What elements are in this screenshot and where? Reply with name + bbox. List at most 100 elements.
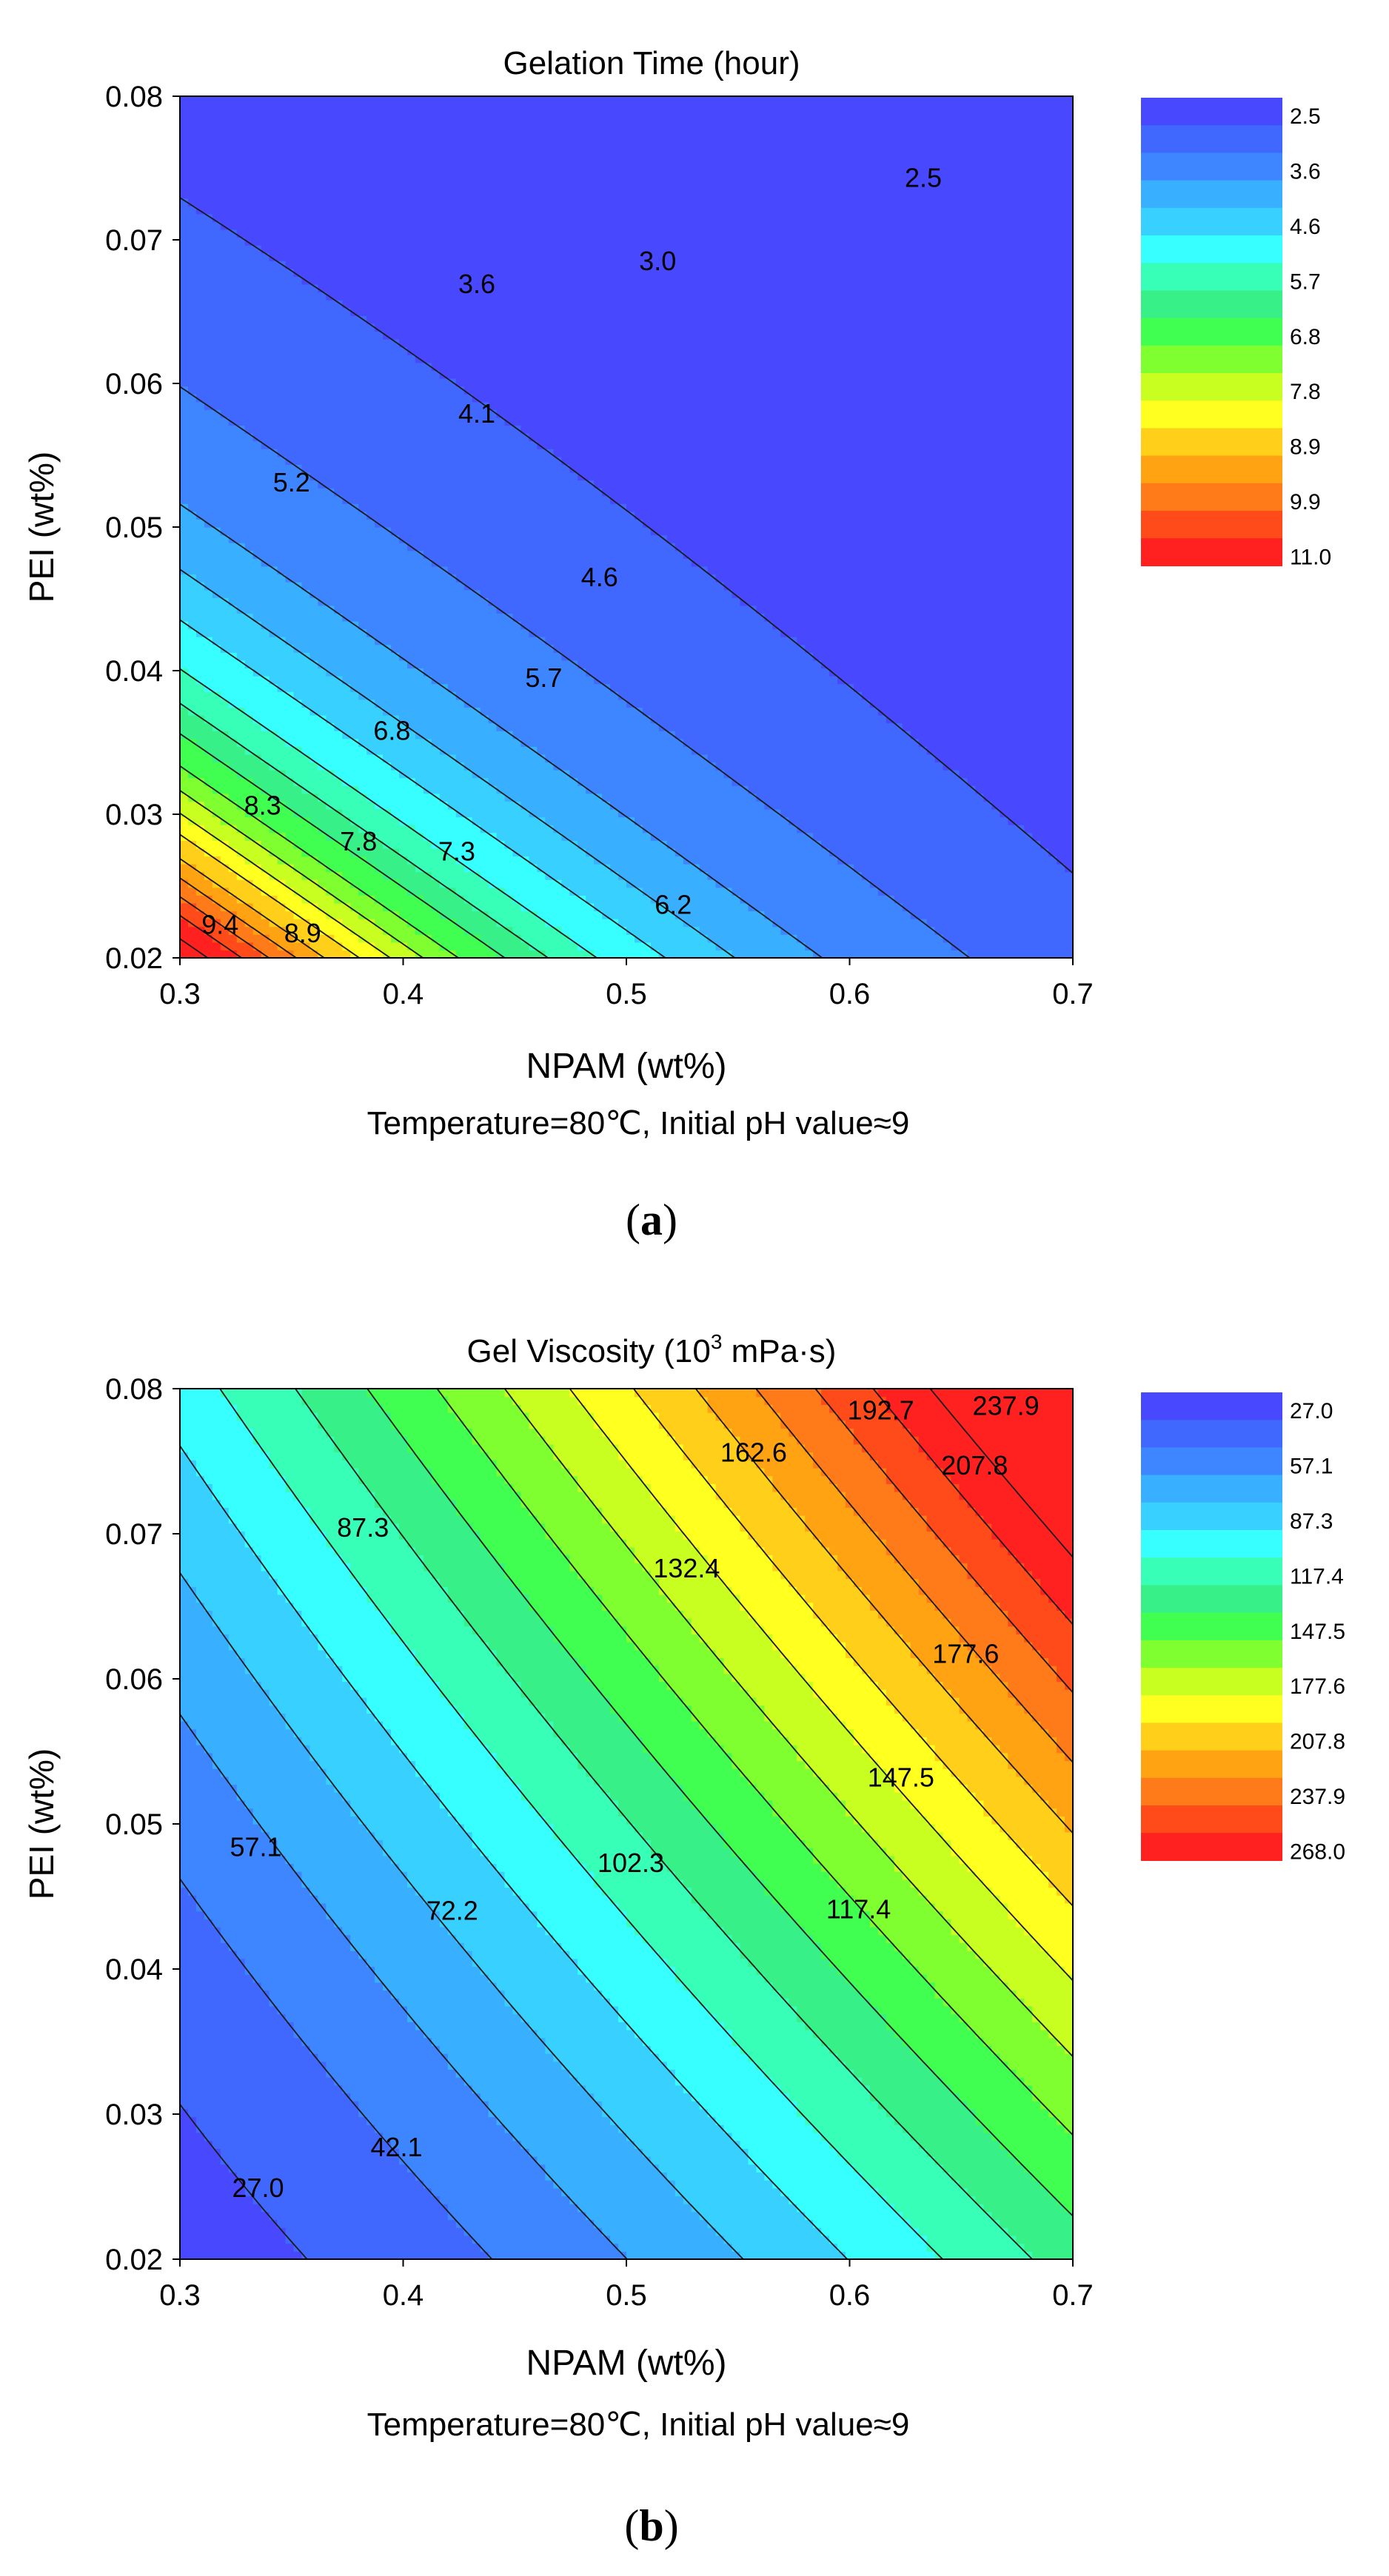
contour-band-cell <box>504 825 514 833</box>
contour-band-cell <box>886 825 895 833</box>
contour-band-cell <box>943 919 952 928</box>
contour-band-cell <box>480 770 489 779</box>
contour-band-cell <box>228 699 238 708</box>
contour-band-cell <box>431 620 441 630</box>
contour-band-cell <box>553 825 562 833</box>
contour-band-cell <box>569 825 578 833</box>
contour-band-cell <box>983 668 992 677</box>
contour-band-cell <box>512 816 522 825</box>
contour-band-cell <box>853 910 863 919</box>
contour-band-cell <box>496 691 506 700</box>
contour-band-cell <box>415 848 424 857</box>
contour-band-cell <box>805 887 814 896</box>
contour-band-cell <box>951 887 960 896</box>
contour-band-cell <box>569 676 578 685</box>
contour-band-cell <box>447 926 457 935</box>
contour-band-cell <box>1024 895 1033 904</box>
contour-band-cell <box>561 644 570 653</box>
contour-band-cell <box>732 864 741 873</box>
contour-band-cell <box>967 731 977 739</box>
contour-band-cell <box>447 605 457 614</box>
contour-band-cell <box>228 676 238 685</box>
contour-band-cell <box>569 699 578 708</box>
contour-band-cell <box>488 808 498 818</box>
contour-band-cell <box>269 754 278 763</box>
contour-band-cell <box>869 871 879 880</box>
contour-band-cell <box>821 699 830 708</box>
contour-band-cell <box>1065 801 1073 810</box>
contour-band-cell <box>480 840 489 849</box>
contour-band-cell <box>391 871 400 880</box>
contour-band-cell <box>399 864 408 873</box>
contour-band-cell <box>553 770 562 779</box>
contour-band-cell <box>342 699 351 708</box>
contour-band-cell <box>1008 762 1017 771</box>
contour-band-cell <box>455 754 465 763</box>
contour-band-cell <box>642 879 652 888</box>
contour-band-cell <box>318 793 327 802</box>
contour-band-cell <box>521 605 530 614</box>
contour-band-cell <box>626 676 635 685</box>
contour-band-cell <box>455 652 465 661</box>
contour-band-cell <box>594 652 603 661</box>
contour-band-cell <box>683 879 692 888</box>
contour-band-cell <box>204 777 213 786</box>
contour-band-cell <box>293 825 303 833</box>
contour-band-cell <box>220 668 230 677</box>
contour-band-cell <box>180 785 189 794</box>
contour-band-cell <box>983 660 992 669</box>
contour-band-cell <box>594 762 603 771</box>
contour-band-cell <box>537 699 546 708</box>
contour-band-cell <box>521 848 530 857</box>
contour-band-cell <box>918 722 928 731</box>
contour-band-cell <box>488 895 498 904</box>
contour-band-cell <box>797 825 806 833</box>
contour-band-cell <box>236 864 246 873</box>
contour-band-cell <box>715 934 725 943</box>
contour-band-cell <box>561 683 570 692</box>
contour-band-cell <box>472 895 481 904</box>
contour-band-cell <box>821 714 830 724</box>
contour-band-cell <box>1024 628 1033 637</box>
contour-band-cell <box>910 848 920 857</box>
contour-band-cell <box>488 934 498 943</box>
contour-band-cell <box>431 848 441 857</box>
contour-band-cell <box>780 777 789 786</box>
contour-band-cell <box>991 660 1000 669</box>
contour-band-cell <box>455 856 465 865</box>
contour-band-cell <box>789 660 797 669</box>
contour-band-cell <box>391 887 400 896</box>
contour-band-cell <box>301 707 311 716</box>
contour-band-cell <box>504 683 514 692</box>
contour-band-cell <box>504 848 514 857</box>
contour-band-cell <box>367 785 375 794</box>
contour-band-cell <box>512 887 522 896</box>
contour-band-cell <box>626 856 635 865</box>
contour-band-cell <box>342 793 351 802</box>
contour-band-cell <box>578 950 586 958</box>
contour-band-cell <box>269 864 278 873</box>
contour-band-cell <box>342 644 351 653</box>
contour-band-cell <box>1032 902 1041 912</box>
contour-band-cell <box>261 754 270 763</box>
contour-band-cell <box>236 840 246 849</box>
contour-band-cell <box>740 731 749 739</box>
contour-band-cell <box>789 793 797 802</box>
contour-band-cell <box>212 597 221 606</box>
contour-band-cell <box>918 731 928 739</box>
contour-band-cell <box>764 731 773 739</box>
contour-band-cell <box>732 848 741 857</box>
contour-band-cell <box>772 613 781 622</box>
contour-band-cell <box>715 762 725 771</box>
contour-band-cell <box>529 660 538 669</box>
contour-band-cell <box>780 707 789 716</box>
contour-band-cell <box>594 840 603 849</box>
contour-band-cell <box>463 934 473 943</box>
contour-band-cell <box>610 919 619 928</box>
contour-band-cell <box>569 902 578 912</box>
contour-band-cell <box>472 652 481 661</box>
contour-band-cell <box>853 902 863 912</box>
contour-band-cell <box>220 754 230 763</box>
contour-band-cell <box>496 637 506 645</box>
contour-band-cell <box>180 856 189 865</box>
